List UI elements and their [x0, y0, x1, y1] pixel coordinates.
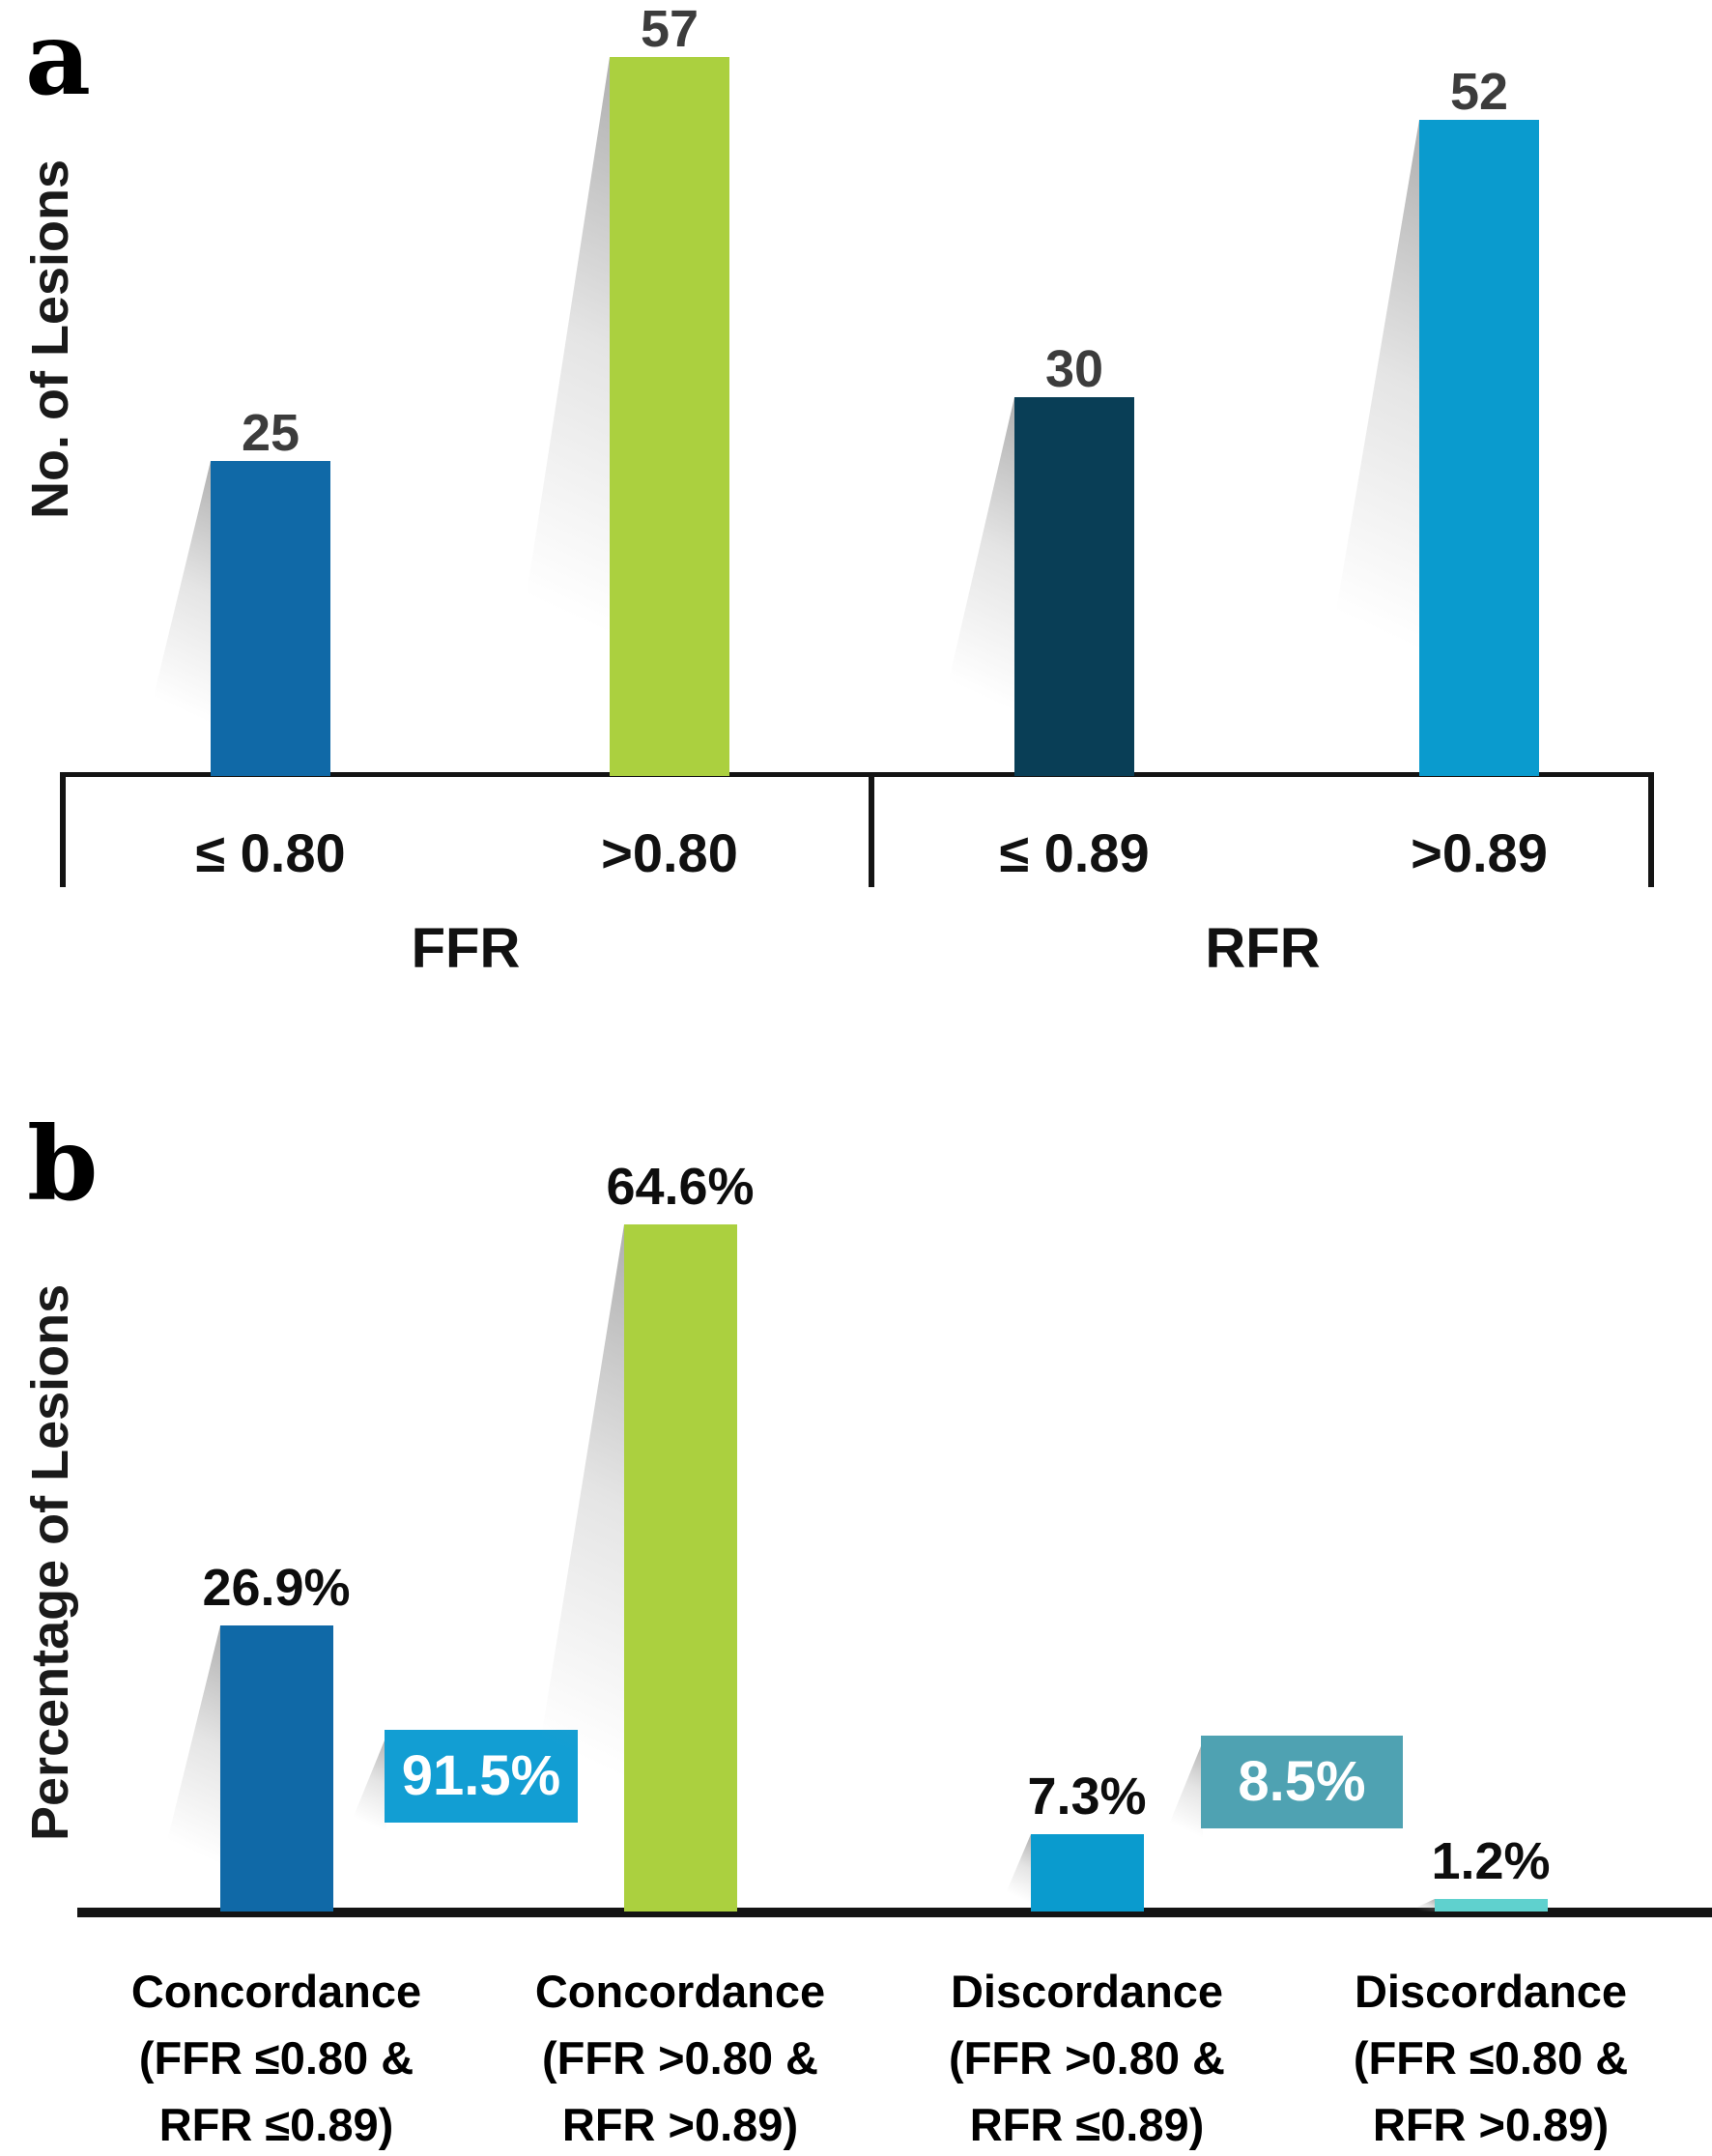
- category-line: RFR ≤0.89): [158, 2099, 394, 2150]
- panel-a-bracket-right: [1648, 772, 1654, 887]
- category-line: (FFR >0.80 &: [949, 2032, 1225, 2084]
- annotation-box-shadow: [344, 1736, 386, 1840]
- panel-a-y-axis-label: No. of Lesions: [21, 159, 79, 520]
- bar-RFR >0.89: [1419, 120, 1539, 776]
- tick-label-ffr-le: ≤ 0.80: [195, 822, 346, 883]
- group-label-ffr: FFR: [411, 917, 521, 980]
- category-line: (FFR ≤0.80 &: [1353, 2032, 1629, 2084]
- panel-a-letter: a: [25, 0, 92, 118]
- category-label: Discordance (FFR >0.80 & RFR ≤0.89): [923, 1958, 1251, 2156]
- category-line: (FFR >0.80 &: [542, 2032, 818, 2084]
- bar-shadow: [998, 1834, 1031, 1912]
- tick-label-rfr-gt: >0.89: [1411, 822, 1548, 883]
- category-line: RFR ≤0.89): [969, 2099, 1205, 2150]
- bar-value-label: 1.2%: [1431, 1832, 1551, 1890]
- category-line: RFR >0.89): [561, 2099, 799, 2150]
- category-line: Concordance: [130, 1966, 422, 2017]
- tick-label-rfr-le: ≤ 0.89: [999, 822, 1150, 883]
- panel-b-y-axis-label: Percentage of Lesions: [21, 1283, 79, 1841]
- panel-a-baseline: [60, 772, 1654, 777]
- annotation-8-5: 8.5%: [1201, 1736, 1403, 1828]
- bar-RFR ≤ 0.89: [1014, 397, 1134, 776]
- bar-shadow: [499, 57, 610, 776]
- bar-value-label: 30: [1044, 340, 1104, 398]
- panel-b-baseline: [77, 1908, 1712, 1917]
- bar-Discordance (FFR >0.80 & RFR ≤0.89): [1031, 1834, 1144, 1912]
- category-label: Concordance (FFR >0.80 & RFR >0.89): [516, 1958, 844, 2156]
- bar-shadow: [1408, 1899, 1435, 1912]
- bar-FFR >0.80: [610, 57, 729, 776]
- category-label: Concordance (FFR ≤0.80 & RFR ≤0.89): [112, 1958, 441, 2156]
- bar-value-label: 7.3%: [1027, 1768, 1147, 1825]
- bar-shadow: [134, 461, 211, 776]
- bar-shadow: [927, 397, 1014, 776]
- category-line: RFR >0.89): [1372, 2099, 1610, 2150]
- category-line: (FFR ≤0.80 &: [138, 2032, 414, 2084]
- tick-label-ffr-gt: >0.80: [601, 822, 738, 883]
- bar-value-label: 26.9%: [202, 1559, 351, 1617]
- bar-Concordance (FFR >0.80 & RFR >0.89): [624, 1224, 737, 1912]
- bar-FFR ≤ 0.80: [211, 461, 330, 776]
- category-line: Concordance: [534, 1966, 826, 2017]
- group-label-rfr: RFR: [1205, 917, 1321, 980]
- bar-Concordance (FFR ≤0.80 & RFR ≤0.89): [220, 1625, 333, 1912]
- bar-value-label: 52: [1449, 63, 1509, 121]
- panel-b-letter: b: [27, 1104, 99, 1223]
- bar-shadow: [150, 1625, 220, 1912]
- panel-a-bracket-middle: [869, 772, 874, 887]
- panel-a-bracket-left: [60, 772, 66, 887]
- bar-shadow: [1308, 120, 1419, 776]
- category-line: Discordance: [950, 1966, 1224, 2017]
- bar-value-label: 25: [241, 404, 300, 462]
- category-label: Discordance (FFR ≤0.80 & RFR >0.89): [1327, 1958, 1655, 2156]
- category-line: Discordance: [1354, 1966, 1628, 2017]
- bar-value-label: 57: [640, 0, 699, 58]
- bar-Discordance (FFR ≤0.80 & RFR >0.89): [1435, 1899, 1548, 1912]
- bar-value-label: 64.6%: [606, 1158, 755, 1216]
